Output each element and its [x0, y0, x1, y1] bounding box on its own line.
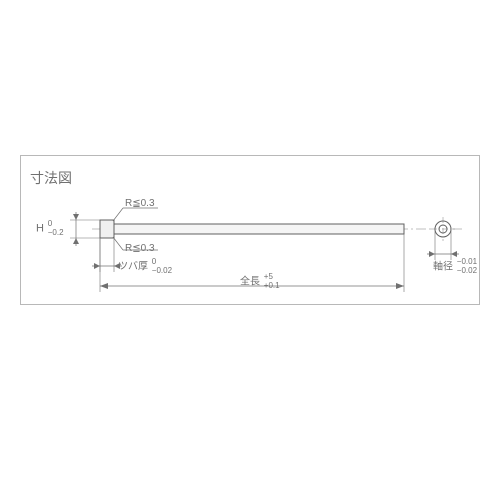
collar-label: ツバ厚	[118, 261, 148, 272]
diagram-svg	[0, 0, 500, 500]
h-symbol: H	[36, 222, 44, 234]
collar-lower: −0.02	[152, 267, 172, 276]
length-lower: +0.1	[264, 282, 280, 291]
h-lower: −0.2	[48, 229, 64, 238]
length-label: 全長	[240, 276, 260, 287]
collar-dimension: ツバ厚 0 −0.02	[118, 258, 172, 276]
length-dimension: 全長 +5 +0.1	[240, 273, 280, 291]
h-dimension: H 0 −0.2	[36, 220, 64, 238]
dia-label: 軸径	[433, 261, 453, 272]
dia-lower: −0.02	[457, 267, 477, 276]
radius-bottom-label: R≦0.3	[125, 243, 155, 254]
dia-dimension: 軸径 −0.01 −0.02	[433, 258, 477, 276]
page: 寸法図	[0, 0, 500, 500]
radius-top-label: R≦0.3	[125, 198, 155, 209]
